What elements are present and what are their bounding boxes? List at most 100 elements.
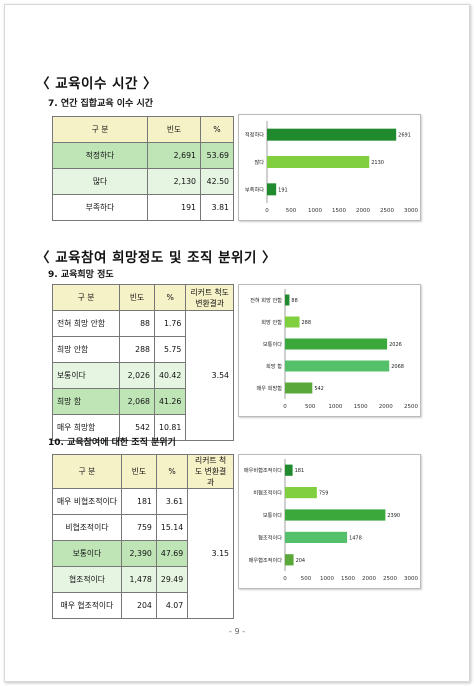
table-row: 매우 비협조적이다 181 3.61 3.15 [52, 488, 234, 619]
row-label: 적정하다 [52, 142, 148, 169]
tick-label: 0 [265, 208, 269, 214]
likert-value: 3.15 [187, 488, 234, 619]
row-frequency: 2,130 [147, 168, 201, 195]
table-org-climate: 구 분 빈도 % 리커트 척도 변환결과 매우 비협조적이다 181 3.61 … [52, 454, 234, 619]
bar [285, 360, 390, 372]
category-label: 매우협조적이다 [249, 556, 283, 564]
row-label: 희망 함 [52, 388, 120, 415]
category-label: 적정하다 [245, 131, 264, 139]
tick-label: 500 [286, 208, 297, 214]
bar [285, 464, 293, 476]
row-label: 매우 협조적이다 [52, 592, 122, 619]
tick-label: 3000 [404, 576, 418, 582]
row-frequency: 88 [119, 310, 155, 337]
bar [285, 338, 388, 350]
tick-label: 2500 [383, 576, 397, 582]
category-label: 매우비협조적이다 [244, 466, 282, 474]
table-row: 전혀 희망 안함 88 1.76 3.54 [52, 310, 234, 441]
tick-label: 2000 [379, 404, 393, 410]
data-label: 181 [295, 468, 305, 474]
data-label: 2130 [371, 160, 384, 166]
row-percent: 5.75 [153, 336, 187, 363]
row-frequency: 1,478 [120, 566, 157, 593]
category-label: 보통이다 [263, 511, 282, 519]
chart-org-climate: 0 500 1000 1500 2000 2500 3000 매우비협조적이다 181 비협조적이… [238, 454, 421, 589]
page-number: - 9 - [229, 627, 245, 636]
tick-label: 500 [305, 404, 316, 410]
table-row: 매우 희망함 542 10.81 [52, 414, 234, 441]
bar [285, 531, 348, 543]
table-row: 부족하다 191 3.81 [52, 194, 234, 221]
col-header-category: 구 분 [52, 116, 148, 143]
category-label: 협조적이다 [258, 533, 282, 541]
bar [285, 316, 300, 328]
tick-label: 1500 [332, 208, 346, 214]
section-heading-education-hours: 〈 교육이수 시간 〉 [36, 76, 158, 92]
subheading-org-climate: 10. 교육참여에 대한 조직 분위기 [48, 438, 176, 448]
table-row: 적정하다 2,691 53.69 [52, 142, 234, 169]
row-frequency: 191 [147, 194, 201, 221]
category-label: 보통이다 [263, 340, 282, 348]
row-percent: 29.49 [155, 566, 189, 593]
row-frequency: 542 [119, 414, 155, 441]
row-frequency: 2,390 [120, 540, 157, 567]
row-percent: 40.42 [153, 362, 187, 389]
category-label: 부족하다 [245, 185, 264, 193]
tick-label: 1000 [328, 404, 342, 410]
tick-label: 2500 [404, 404, 418, 410]
data-label: 542 [314, 386, 324, 392]
tick-label: 2000 [356, 208, 370, 214]
row-percent: 10.81 [153, 414, 187, 441]
likert-value: 3.54 [185, 310, 234, 441]
row-frequency: 2,026 [119, 362, 155, 389]
tick-label: 2500 [380, 208, 394, 214]
row-label: 보통이다 [52, 540, 122, 567]
chart-annual-hours-svg: 0 500 1000 1500 2000 2500 3000 적정하다 2691 많다 2130 부족… [245, 121, 418, 214]
tick-label: 1000 [320, 576, 334, 582]
row-label: 보통이다 [52, 362, 120, 389]
tick-label: 3000 [404, 208, 418, 214]
bar [285, 487, 317, 499]
row-frequency: 204 [120, 592, 157, 619]
col-header-category: 구 분 [52, 284, 120, 311]
row-frequency: 2,691 [147, 142, 201, 169]
table-row: 희망 안함 288 5.75 [52, 336, 234, 363]
chart-annual-hours: 0 500 1000 1500 2000 2500 3000 적정하다 2691 많다 2130 부족… [238, 114, 421, 221]
category-label: 비협조적이다 [253, 489, 282, 497]
tick-label: 0 [283, 404, 287, 410]
chart-education-desire: 0 500 1000 1500 2000 2500 전혀 희망 안함 88 희망 안함 288 보통… [238, 284, 421, 417]
bar [267, 183, 277, 196]
row-label: 부족하다 [52, 194, 148, 221]
category-label: 희망 함 [266, 362, 282, 370]
row-frequency: 759 [120, 514, 157, 541]
row-label: 비협조적이다 [52, 514, 122, 541]
table-row: 희망 함 2,068 41.26 [52, 388, 234, 415]
row-percent: 15.14 [155, 514, 189, 541]
category-label: 전혀 희망 안함 [250, 296, 282, 304]
bar [285, 294, 290, 306]
tick-label: 1500 [341, 576, 355, 582]
category-label: 희망 안함 [261, 318, 282, 326]
row-label: 매우 비협조적이다 [52, 488, 122, 515]
row-label: 매우 희망함 [52, 414, 120, 441]
col-header-frequency: 빈도 [120, 454, 157, 489]
section-heading-participation: 〈 교육참여 희망정도 및 조직 분위기 〉 [36, 250, 277, 266]
row-frequency: 288 [119, 336, 155, 363]
row-percent: 3.61 [155, 488, 189, 515]
col-header-percent: % [200, 116, 234, 143]
row-label: 전혀 희망 안함 [52, 310, 120, 337]
tick-label: 500 [301, 576, 312, 582]
tick-label: 2000 [362, 576, 376, 582]
bar [285, 382, 313, 394]
data-label: 2390 [387, 513, 400, 519]
table-row: 협조적이다 1,478 29.49 [52, 566, 234, 593]
category-label: 많다 [254, 158, 264, 166]
data-label: 204 [296, 558, 306, 564]
data-label: 759 [319, 491, 329, 497]
row-percent: 4.07 [155, 592, 189, 619]
chart-education-desire-svg: 0 500 1000 1500 2000 2500 전혀 희망 안함 88 희망 안함 288 보통… [250, 289, 418, 410]
row-label: 희망 안함 [52, 336, 120, 363]
col-header-category: 구 분 [52, 454, 122, 489]
data-label: 191 [278, 187, 288, 193]
row-percent: 53.69 [200, 142, 234, 169]
